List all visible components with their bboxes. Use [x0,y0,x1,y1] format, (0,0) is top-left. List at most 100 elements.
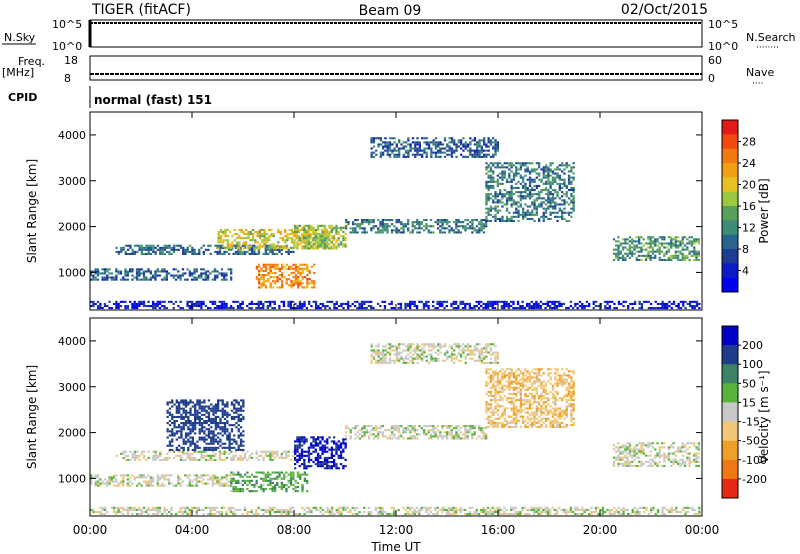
data-cell [191,252,194,255]
data-cell [264,475,267,478]
data-cell [101,278,104,281]
data-cell [535,205,538,208]
data-cell [223,458,226,461]
data-cell [617,506,621,509]
data-cell [184,413,188,416]
data-cell [480,225,483,228]
data-cell [186,513,189,516]
data-cell [175,407,178,410]
data-cell [184,422,188,425]
data-cell [273,248,277,251]
data-cell [262,252,265,255]
data-cell [382,141,385,144]
data-cell [207,506,210,509]
data-cell [168,448,172,451]
data-cell [195,458,199,461]
data-cell [212,422,215,425]
data-cell [363,427,366,430]
data-cell [361,223,364,226]
data-cell [303,442,306,445]
data-cell [503,195,506,198]
data-cell [395,155,398,158]
data-cell [328,300,331,303]
data-cell [154,450,157,453]
data-cell [330,226,333,229]
data-cell [203,438,206,441]
data-cell [563,172,566,175]
data-cell [453,139,456,142]
data-cell [271,286,275,289]
data-cell [572,189,575,192]
data-cell [422,302,426,305]
data-cell [327,237,330,240]
data-cell [328,224,331,227]
data-cell [194,409,197,412]
data-cell [330,440,333,443]
data-cell [526,211,529,214]
data-cell [242,440,245,443]
data-cell [404,305,407,308]
data-cell [613,511,616,514]
data-cell [436,513,439,516]
data-cell [434,151,438,154]
data-cell [182,403,185,406]
data-cell [546,513,549,516]
data-cell [277,230,280,233]
data-cell [631,240,634,243]
data-cell [531,217,534,220]
beam-label: Beam 09 [359,3,422,19]
data-cell [262,276,265,279]
data-cell [416,143,419,146]
data-cell [219,417,222,420]
data-cell [255,450,258,453]
data-cell [469,141,472,144]
data-cell [275,511,279,514]
data-cell [526,162,529,165]
data-cell [299,272,302,275]
data-cell [377,227,380,230]
data-cell [232,454,235,457]
data-cell [538,195,541,198]
data-cell [180,422,183,425]
data-cell [180,417,183,420]
data-cell [427,300,430,303]
data-cell [515,215,518,218]
data-cell [319,436,322,439]
data-cell [198,399,201,402]
data-cell [404,155,408,158]
data-cell [147,278,150,281]
data-cell [344,243,347,246]
data-cell [526,213,529,216]
nsky-tick-bottom: 10^0 [52,40,82,53]
data-cell [441,302,444,305]
data-cell [281,286,284,289]
data-cell [327,235,330,238]
data-cell [319,446,322,449]
data-cell [271,488,274,491]
data-cell [269,300,272,303]
data-cell [287,252,290,255]
data-cell [496,149,499,152]
data-cell [289,479,293,482]
data-cell [539,305,543,308]
data-cell [196,415,199,418]
data-cell [221,434,224,437]
data-cell [147,508,150,511]
data-cell [135,276,139,279]
data-cell [450,139,454,142]
data-cell [269,473,272,476]
data-cell [411,221,414,224]
data-cell [279,237,282,240]
data-cell [283,473,286,476]
data-cell [569,305,572,308]
data-cell [149,508,152,511]
data-cell [159,252,162,255]
data-cell [649,236,652,239]
data-cell [122,248,125,251]
data-cell [90,474,93,477]
data-cell [106,278,109,281]
data-cell [677,307,680,310]
data-cell [294,282,298,285]
data-cell [670,307,673,310]
data-cell [178,409,181,412]
